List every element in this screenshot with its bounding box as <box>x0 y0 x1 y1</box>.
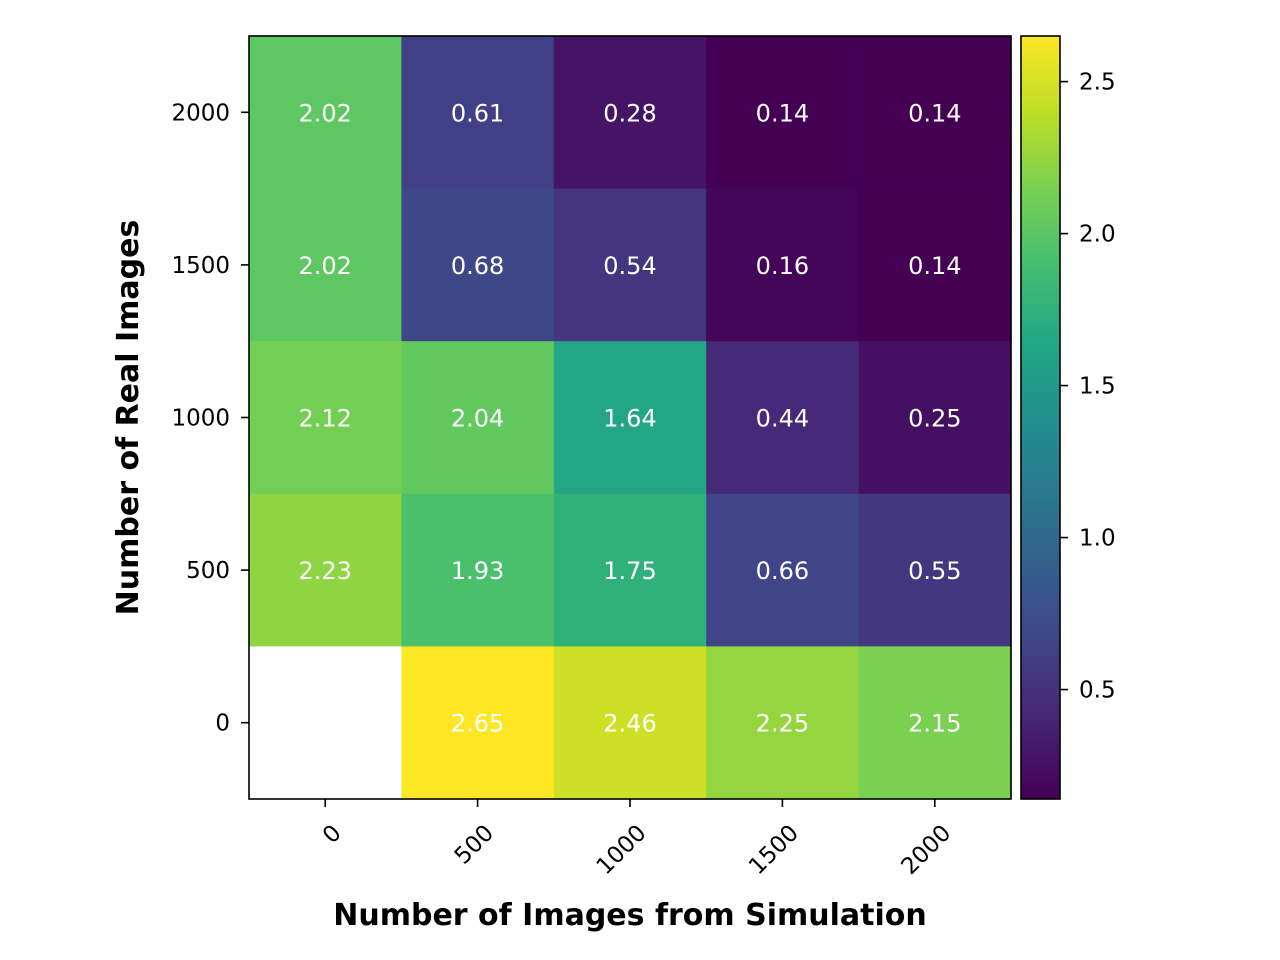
cell-value-label: 2.02 <box>298 252 351 280</box>
x-tick-label: 1500 <box>744 820 804 880</box>
heatmap-cell <box>553 493 707 647</box>
heatmap-cell <box>858 646 1012 800</box>
colorbar-tick-label: 2.0 <box>1079 222 1116 248</box>
cell-value-label: 0.66 <box>756 557 809 585</box>
heatmap-cell <box>401 493 555 647</box>
x-axis-label: Number of Images from Simulation <box>333 898 926 933</box>
heatmap-cell <box>706 188 860 342</box>
x-tick-label: 2000 <box>897 820 957 880</box>
cell-value-label: 2.12 <box>298 405 351 433</box>
y-tick-label: 1000 <box>171 406 230 432</box>
heatmap-cell <box>858 493 1012 647</box>
colorbar-tick-label: 1.0 <box>1079 526 1116 552</box>
y-tick-label: 500 <box>186 558 230 584</box>
cell-value-label: 0.14 <box>756 99 809 127</box>
colorbar-tick-label: 0.5 <box>1079 678 1116 704</box>
cell-value-label: 0.68 <box>451 252 504 280</box>
heatmap-cell <box>401 36 555 190</box>
heatmap-cell <box>401 188 555 342</box>
heatmap-cell <box>706 341 860 495</box>
cell-value-label: 0.25 <box>908 405 961 433</box>
heatmap-cell <box>249 188 402 342</box>
heatmap-cell <box>249 646 402 800</box>
heatmap-cell <box>706 493 860 647</box>
heatmap-cell <box>249 493 402 647</box>
cell-value-label: 2.46 <box>603 710 656 738</box>
cell-value-label: 2.25 <box>756 710 809 738</box>
colorbar-gradient <box>1021 36 1060 799</box>
heatmap-cells: 2.02 0.61 0.28 0.14 0.14 2.02 0.68 0.54 0.16 0.14… <box>249 36 1012 800</box>
colorbar-frame <box>1020 35 1061 800</box>
colorbar-tick-label: 2.5 <box>1079 70 1116 96</box>
cell-value-label: 0.61 <box>451 99 504 127</box>
cell-value-label: 1.64 <box>603 405 656 433</box>
heatmap-cell <box>553 646 707 800</box>
colorbar-tick-label: 1.5 <box>1079 374 1116 400</box>
heatmap-cell <box>706 646 860 800</box>
cell-value-label: 2.15 <box>908 710 961 738</box>
heatmap-cell <box>401 646 555 800</box>
cell-value-label: 0.44 <box>756 405 809 433</box>
cell-value-label: 1.93 <box>451 557 504 585</box>
heatmap-cell <box>858 36 1012 190</box>
cell-value-label: 0.16 <box>756 252 809 280</box>
x-tick-label: 1000 <box>592 820 652 880</box>
cell-value-label: 0.14 <box>908 99 961 127</box>
y-tick-label: 1500 <box>171 253 230 279</box>
heatmap-cell <box>858 188 1012 342</box>
y-tick-label: 2000 <box>171 100 230 126</box>
colorbar: 0.5 1.0 1.5 2.0 2.5 <box>1020 35 1116 800</box>
y-axis-label: Number of Real Images <box>111 220 146 616</box>
cell-value-label: 2.65 <box>451 710 504 738</box>
cell-value-label: 2.04 <box>451 405 504 433</box>
cell-value-label: 1.75 <box>603 557 656 585</box>
heatmap-cell <box>706 36 860 190</box>
x-tick-label: 0 <box>318 820 347 849</box>
heatmap-cell <box>553 36 707 190</box>
heatmap-cell <box>553 188 707 342</box>
cell-value-label: 0.28 <box>603 99 656 127</box>
y-tick-label: 0 <box>215 711 230 737</box>
heatmap-cell <box>249 36 402 190</box>
x-tick-label: 500 <box>450 820 499 869</box>
heatmap-cell <box>401 341 555 495</box>
cell-value-label: 0.14 <box>908 252 961 280</box>
cell-value-label: 2.23 <box>298 557 351 585</box>
x-axis: 0 500 1000 1500 2000 <box>318 799 956 880</box>
cell-value-label: 0.54 <box>603 252 656 280</box>
y-axis: 2000 1500 1000 500 0 <box>171 100 249 737</box>
cell-value-label: 0.55 <box>908 557 961 585</box>
heatmap-cell <box>553 341 707 495</box>
heatmap-cell <box>858 341 1012 495</box>
heatmap-cell <box>249 341 402 495</box>
cell-value-label: 2.02 <box>298 99 351 127</box>
